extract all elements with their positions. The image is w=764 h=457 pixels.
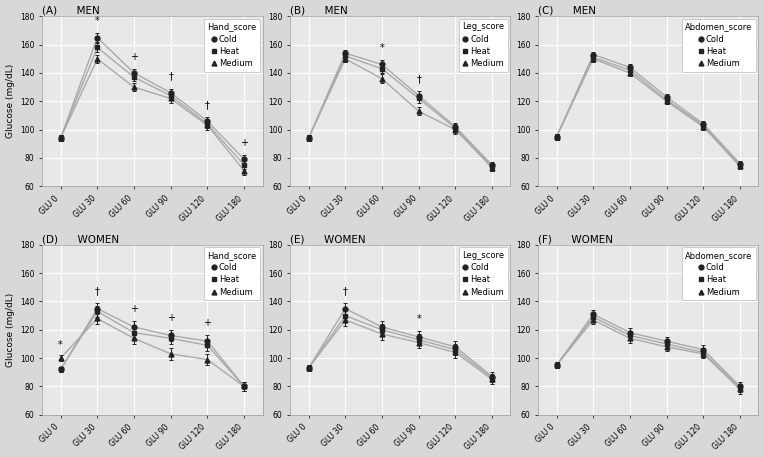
Text: †: † [416, 74, 421, 85]
Text: +: + [167, 313, 175, 323]
Text: (F)      WOMEN: (F) WOMEN [538, 234, 613, 244]
Text: (D)      WOMEN: (D) WOMEN [42, 234, 119, 244]
Text: +: + [130, 304, 138, 314]
Text: (B)      MEN: (B) MEN [290, 5, 348, 16]
Legend: Cold, Heat, Medium: Cold, Heat, Medium [204, 19, 260, 71]
Text: (A)      MEN: (A) MEN [42, 5, 100, 16]
Legend: Cold, Heat, Medium: Cold, Heat, Medium [459, 247, 508, 300]
Text: *: * [416, 314, 421, 324]
Legend: Cold, Heat, Medium: Cold, Heat, Medium [204, 247, 260, 300]
Y-axis label: Glucose (mg/dL): Glucose (mg/dL) [5, 292, 15, 367]
Text: †: † [168, 71, 173, 81]
Text: *: * [95, 16, 99, 26]
Text: †: † [343, 286, 348, 296]
Text: (E)      WOMEN: (E) WOMEN [290, 234, 366, 244]
Text: †: † [205, 100, 210, 110]
Y-axis label: Glucose (mg/dL): Glucose (mg/dL) [5, 64, 15, 138]
Text: +: + [240, 138, 248, 148]
Text: *: * [380, 43, 384, 53]
Text: +: + [130, 52, 138, 62]
Text: †: † [95, 286, 100, 296]
Text: (C)      MEN: (C) MEN [538, 5, 596, 16]
Text: *: * [58, 340, 63, 350]
Text: +: + [203, 319, 212, 329]
Legend: Cold, Heat, Medium: Cold, Heat, Medium [682, 19, 756, 71]
Legend: Cold, Heat, Medium: Cold, Heat, Medium [459, 19, 508, 71]
Legend: Cold, Heat, Medium: Cold, Heat, Medium [682, 247, 756, 300]
